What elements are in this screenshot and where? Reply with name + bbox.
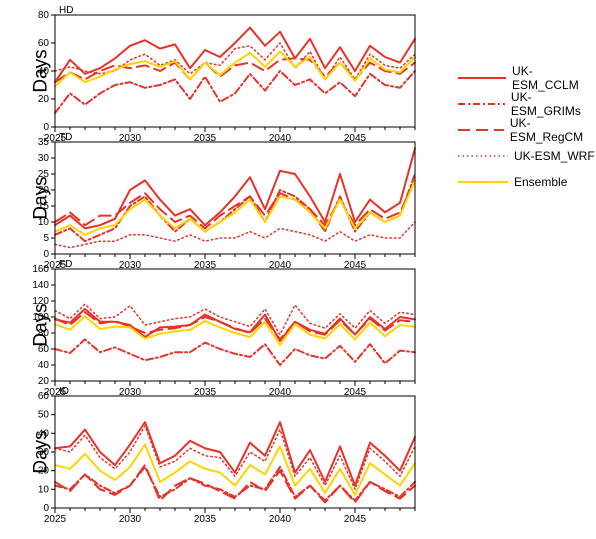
axis-frame xyxy=(55,142,415,254)
y-tick-label: 20 xyxy=(38,376,50,387)
legend-item-grims: UK-ESM_GRIMs xyxy=(458,91,596,117)
y-tick-label: 80 xyxy=(38,10,50,21)
legend-label: UK-ESM_WRF xyxy=(508,149,595,163)
y-axis-label: Days xyxy=(31,430,53,473)
panel-subtitle: HD xyxy=(59,5,73,16)
series-wrf xyxy=(55,304,415,334)
series-grims xyxy=(55,71,415,113)
axis-frame xyxy=(55,396,415,508)
y-tick-label: 20 xyxy=(38,94,50,105)
panel-hd: 02040608020252030203520402045HDDays xyxy=(55,15,415,127)
panel-svg-hd: 02040608020252030203520402045HD xyxy=(55,15,415,127)
y-tick-label: 10 xyxy=(38,484,50,495)
series-cclm xyxy=(55,309,415,341)
y-tick-label: 140 xyxy=(32,280,49,291)
y-axis-label: Days xyxy=(31,49,53,92)
legend-label: UK-ESM_CCLM xyxy=(506,64,596,92)
y-tick-label: 0 xyxy=(43,249,49,260)
panel-svg-fd: 2040608010012014016020252030203520402045… xyxy=(55,269,415,381)
panel-td: 0510152025303520252030203520402045TDDays xyxy=(55,142,415,254)
y-tick-label: 160 xyxy=(32,264,49,275)
y-tick-label: 5 xyxy=(43,233,49,244)
y-tick-label: 30 xyxy=(38,153,50,164)
x-tick-label: 2025 xyxy=(44,514,67,525)
legend-label: UK-ESM_RegCM xyxy=(504,116,596,144)
legend-swatch xyxy=(458,177,508,187)
series-ensemble xyxy=(55,180,415,234)
legend-item-ensemble: Ensemble xyxy=(458,169,596,195)
panel-id: 010203040506020252030203520402045IDDays xyxy=(55,396,415,508)
axis-frame xyxy=(55,269,415,381)
y-tick-label: 40 xyxy=(38,360,50,371)
y-tick-label: 0 xyxy=(43,503,49,514)
legend-item-wrf: UK-ESM_WRF xyxy=(458,143,596,169)
y-axis-label: Days xyxy=(31,303,53,346)
y-tick-label: 60 xyxy=(38,38,50,49)
x-tick-label: 2030 xyxy=(119,514,142,525)
panel-svg-id: 010203040506020252030203520402045ID xyxy=(55,396,415,508)
series-wrf xyxy=(55,426,415,489)
legend-swatch xyxy=(458,99,505,109)
panel-subtitle: FD xyxy=(59,259,72,270)
panel-fd: 2040608010012014016020252030203520402045… xyxy=(55,269,415,381)
panel-subtitle: TD xyxy=(59,132,72,143)
y-tick-label: 35 xyxy=(38,137,50,148)
x-tick-label: 2040 xyxy=(269,514,292,525)
legend-swatch xyxy=(458,73,506,83)
legend-label: UK-ESM_GRIMs xyxy=(505,90,596,118)
y-axis-label: Days xyxy=(31,176,53,219)
panel-subtitle: ID xyxy=(59,386,69,397)
x-tick-label: 2045 xyxy=(344,514,367,525)
legend-item-cclm: UK-ESM_CCLM xyxy=(458,65,596,91)
figure: 02040608020252030203520402045HDDays05101… xyxy=(0,0,596,539)
series-grims xyxy=(55,174,415,241)
y-tick-label: 0 xyxy=(43,122,49,133)
y-tick-label: 50 xyxy=(38,410,50,421)
series-regcm xyxy=(55,312,415,339)
legend-swatch xyxy=(458,151,508,161)
x-tick-label: 2035 xyxy=(194,514,217,525)
y-tick-label: 60 xyxy=(38,391,50,402)
legend-label: Ensemble xyxy=(508,175,567,189)
legend-swatch xyxy=(458,125,504,135)
series-grims xyxy=(55,339,415,365)
panel-svg-td: 0510152025303520252030203520402045TD xyxy=(55,142,415,254)
legend-item-regcm: UK-ESM_RegCM xyxy=(458,117,596,143)
legend: UK-ESM_CCLMUK-ESM_GRIMsUK-ESM_RegCM UK-ES… xyxy=(458,65,596,195)
